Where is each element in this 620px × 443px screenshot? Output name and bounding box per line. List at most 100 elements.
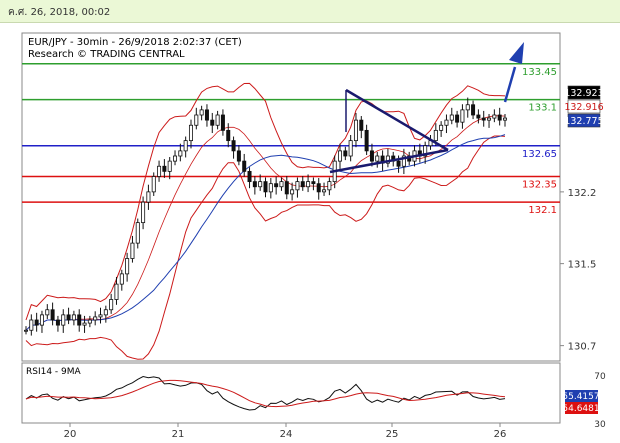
candle-body xyxy=(167,160,172,172)
top-status-bar: ค.ศ. 26, 2018, 00:02 xyxy=(0,0,620,23)
candle-body xyxy=(401,155,406,167)
candle-body xyxy=(353,119,358,142)
candle-body xyxy=(247,170,252,183)
candle-body xyxy=(98,314,103,318)
candle-body xyxy=(114,283,119,300)
price-chart: EUR/JPY - 30min - 26/9/2018 2:02:37 (CET… xyxy=(21,32,606,440)
price-tag-box xyxy=(567,113,601,128)
candle-body xyxy=(204,109,209,121)
x-tick-label: 25 xyxy=(386,429,399,440)
candle-body xyxy=(215,114,220,126)
candle-body xyxy=(359,119,364,131)
price-tag-box xyxy=(567,85,601,100)
candle-body xyxy=(502,117,507,121)
price-tag-box xyxy=(567,99,601,114)
y-tick-label: 130.7 xyxy=(568,342,597,353)
candle-body xyxy=(263,181,268,193)
y-tick-label: 131.5 xyxy=(568,260,597,271)
candle-body xyxy=(439,124,444,131)
rsi-value-label: 54.6481 xyxy=(562,404,599,414)
level-label: 132.1 xyxy=(528,205,557,216)
chart-title: EUR/JPY - 30min - 26/9/2018 2:02:37 (CET… xyxy=(28,37,242,48)
x-tick-label: 21 xyxy=(172,429,185,440)
candle-body xyxy=(61,314,66,326)
candle-body xyxy=(369,150,374,162)
candle-body xyxy=(338,150,343,162)
candle-body xyxy=(322,189,327,193)
candle-body xyxy=(162,165,167,172)
candle-body xyxy=(87,319,92,324)
candle-body xyxy=(23,329,28,332)
support-resistance-levels: 133.45 133.1 132.65 132.35 132.1 xyxy=(22,62,560,216)
candle-body xyxy=(71,314,76,321)
x-tick-label: 26 xyxy=(494,429,507,440)
forecast-line xyxy=(503,66,517,103)
candle-body xyxy=(77,314,82,326)
datetime-label: ค.ศ. 26, 2018, 00:02 xyxy=(8,7,111,18)
candle-body xyxy=(157,165,162,177)
level-label: 133.45 xyxy=(522,67,557,78)
candle-body xyxy=(444,119,449,126)
level-label: 132.35 xyxy=(522,180,557,191)
candle-body xyxy=(396,160,401,167)
candle-body xyxy=(423,145,428,157)
candle-body xyxy=(34,319,39,326)
candle-body xyxy=(55,319,60,326)
forecast-arrow xyxy=(503,42,524,103)
candle-body xyxy=(258,181,263,188)
candle-body xyxy=(146,191,151,203)
candle-body xyxy=(93,316,98,321)
rsi-tick-label: 30 xyxy=(594,420,606,430)
rsi-ma-line xyxy=(25,379,506,408)
candle-body xyxy=(173,155,178,162)
candle-body xyxy=(449,114,454,121)
price-axis: 130.7 131.5 132.2 xyxy=(560,188,596,353)
candle-body xyxy=(210,119,215,126)
candle-body xyxy=(103,309,108,316)
candle-body xyxy=(455,114,460,123)
candle-body xyxy=(300,181,305,188)
main-panel-frame xyxy=(21,32,561,362)
candle-body xyxy=(311,181,316,185)
rsi-series xyxy=(25,375,506,411)
candle-body xyxy=(348,140,353,157)
candle-body xyxy=(236,150,241,162)
candle-body xyxy=(375,155,380,162)
rsi-tick-label: 70 xyxy=(594,372,606,382)
candle-body xyxy=(385,155,390,164)
candle-body xyxy=(178,150,183,157)
candle-body xyxy=(492,114,497,119)
triangle-pattern xyxy=(329,88,449,174)
candle-body xyxy=(50,309,55,321)
forecast-arrowhead xyxy=(509,42,524,64)
price-tag-label: 132.916 xyxy=(564,102,603,113)
candle-body xyxy=(151,176,156,193)
x-tick-label: 24 xyxy=(280,429,293,440)
candle-body xyxy=(290,189,295,195)
y-tick-label: 132.2 xyxy=(568,188,597,199)
candle-body xyxy=(364,129,369,152)
candle-body xyxy=(306,181,311,188)
candle-body xyxy=(226,129,231,142)
rsi-value-label: 55.4157 xyxy=(562,392,599,402)
candle-body xyxy=(45,309,50,316)
rsi-value-box xyxy=(565,390,598,402)
candle-body xyxy=(141,201,146,224)
chart-subtitle: Research © TRADING CENTRAL xyxy=(28,49,185,60)
candle-body xyxy=(343,150,348,157)
candle-body xyxy=(125,258,130,275)
price-tag-label: 132.775 xyxy=(564,116,603,127)
price-tag-label: 132.923 xyxy=(564,88,603,99)
candle-body xyxy=(252,181,257,188)
candle-body xyxy=(130,242,135,259)
candle-body xyxy=(183,140,188,152)
candle-body xyxy=(119,273,124,285)
candle-body xyxy=(66,314,71,321)
x-tick-label: 20 xyxy=(64,429,77,440)
time-axis: 20 21 24 25 26 xyxy=(64,423,507,440)
candle-body xyxy=(327,181,332,191)
candle-body xyxy=(433,129,438,142)
candle-body xyxy=(481,117,486,121)
level-label: 133.1 xyxy=(528,103,557,114)
rsi-value-box xyxy=(565,402,598,414)
